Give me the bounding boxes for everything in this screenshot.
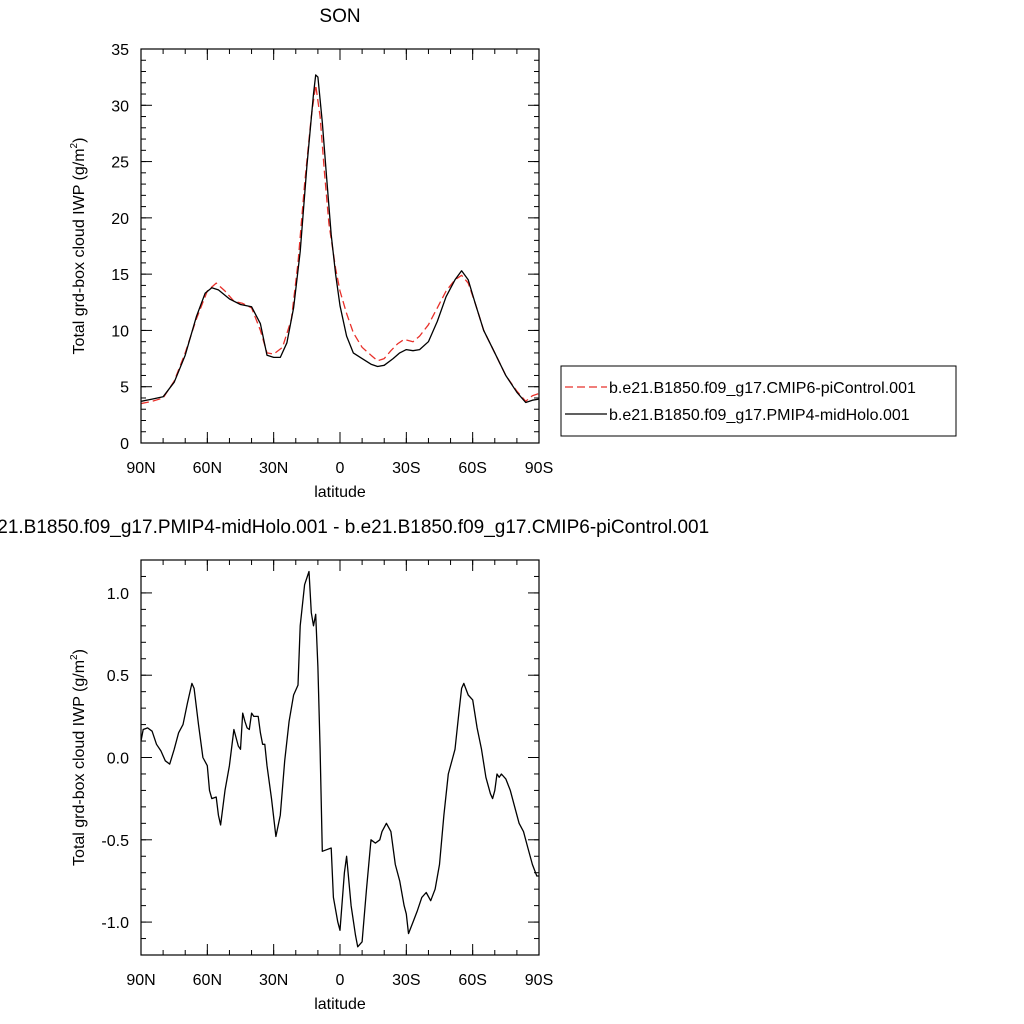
- y-tick-label: 0: [120, 436, 129, 453]
- y-axis-label-text: Total grd-box cloud IWP (g/m: [71, 660, 88, 866]
- x-tick-label: 90N: [126, 972, 155, 989]
- chart-title: SON: [319, 6, 360, 27]
- x-tick-label: 60S: [458, 972, 486, 989]
- chart-title: b.e21.B1850.f09_g17.PMIP4-midHolo.001 - …: [0, 517, 709, 538]
- y-tick-label: 5: [120, 380, 129, 397]
- y-tick-label: -1.0: [101, 915, 129, 932]
- series-line-solid: [141, 74, 539, 404]
- legend-entry-label: b.e21.B1850.f09_g17.PMIP4-midHolo.001: [609, 407, 910, 424]
- y-axis-label-close: ): [71, 649, 88, 654]
- y-axis-label-superscript: 2: [69, 142, 80, 148]
- x-tick-label: 30N: [259, 972, 288, 989]
- x-axis-label: latitude: [314, 484, 366, 501]
- minor-ticks: [140, 559, 540, 956]
- y-tick-label: 25: [111, 155, 129, 172]
- y-tick-label: 1.0: [107, 586, 129, 603]
- legend: b.e21.B1850.f09_g17.CMIP6-piControl.001b…: [560, 365, 957, 437]
- x-tick-label: 30S: [392, 460, 420, 477]
- series-group: [141, 570, 539, 948]
- y-tick-label: 35: [111, 42, 129, 59]
- y-axis-label-close: ): [71, 138, 88, 143]
- x-tick-label: 60S: [458, 460, 486, 477]
- x-axis-label: latitude: [314, 996, 366, 1013]
- y-tick-label: 20: [111, 211, 129, 228]
- legend-entry-label: b.e21.B1850.f09_g17.CMIP6-piControl.001: [609, 380, 916, 397]
- series-line-dashed: [141, 84, 539, 405]
- y-axis-label: Total grd-box cloud IWP (g/m2): [69, 138, 88, 355]
- x-tick-label: 0: [336, 460, 345, 477]
- x-tick-label: 90N: [126, 460, 155, 477]
- x-tick-label: 60N: [193, 972, 222, 989]
- plot-frame: [140, 559, 540, 956]
- y-tick-label: 0.0: [107, 751, 129, 768]
- top-panel: SON 90N 60N 30N 0 30S 60S 90S 0 5 10 15 20 25 30 35 lati…: [69, 6, 553, 501]
- y-tick-label: 30: [111, 98, 129, 115]
- series-line-solid: [141, 570, 539, 948]
- x-tick-label: 30N: [259, 460, 288, 477]
- y-axis-label-text: Total grd-box cloud IWP (g/m: [71, 148, 88, 354]
- plot-frame: [140, 48, 540, 444]
- y-tick-label: 15: [111, 267, 129, 284]
- x-tick-label: 30S: [392, 972, 420, 989]
- legend-box: [560, 365, 957, 437]
- y-axis-label: Total grd-box cloud IWP (g/m2): [69, 649, 88, 866]
- y-tick-label: 0.5: [107, 668, 129, 685]
- x-tick-label: 60N: [193, 460, 222, 477]
- series-group: [141, 74, 539, 405]
- minor-ticks: [140, 48, 540, 444]
- x-tick-label: 90S: [525, 460, 553, 477]
- y-tick-label: -0.5: [101, 833, 129, 850]
- x-tick-label: 90S: [525, 972, 553, 989]
- y-tick-label: 10: [111, 323, 129, 340]
- bottom-panel: b.e21.B1850.f09_g17.PMIP4-midHolo.001 - …: [0, 517, 709, 1013]
- y-axis-label-superscript: 2: [69, 654, 80, 660]
- x-tick-label: 0: [336, 972, 345, 989]
